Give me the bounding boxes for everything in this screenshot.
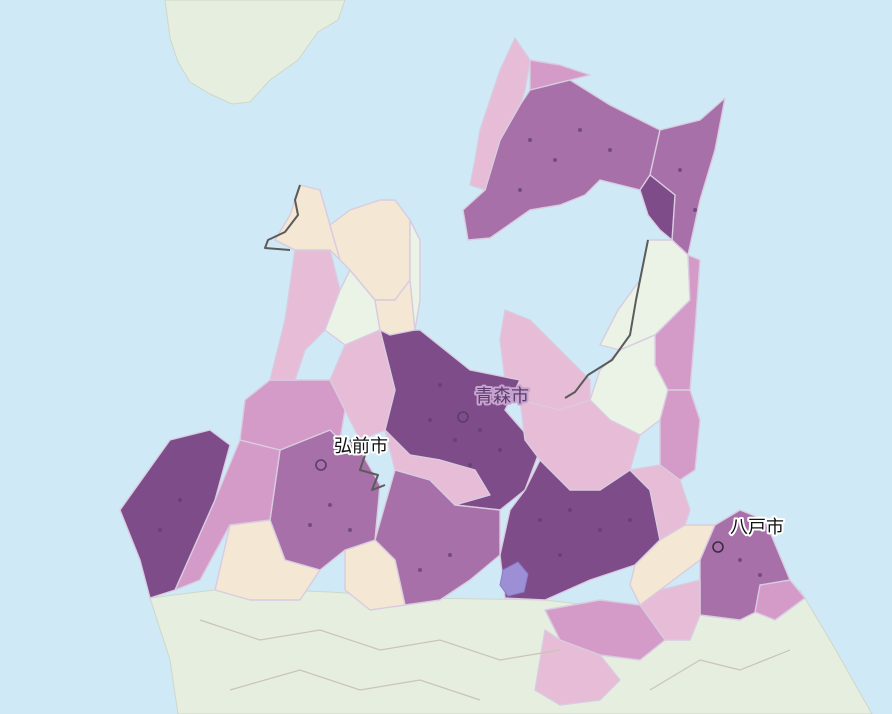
- data-point: [158, 528, 162, 532]
- muni-itayanagi[interactable]: [329, 329, 396, 441]
- data-point: [608, 148, 612, 152]
- muni-misawa[interactable]: [659, 389, 701, 481]
- data-point: [308, 523, 312, 527]
- data-point: [478, 428, 482, 432]
- muni-hashikami[interactable]: [754, 579, 806, 621]
- muni-shingo[interactable]: [534, 629, 621, 706]
- city-marker-circle: [457, 411, 469, 423]
- data-point: [348, 528, 352, 532]
- lake-towada: [499, 561, 529, 597]
- muni-kazamaura[interactable]: [529, 59, 591, 91]
- city-hirosaki[interactable]: 弘前市: [315, 434, 390, 471]
- city-hachinohe[interactable]: 八戸市: [712, 515, 786, 553]
- coastline-tsugaru: [264, 184, 301, 251]
- data-point: [568, 508, 572, 512]
- road: [649, 649, 791, 691]
- data-point: [558, 553, 562, 557]
- city-label-hachinohe: 八戸市: [730, 517, 784, 538]
- muni-fukaura[interactable]: [119, 429, 231, 599]
- data-point: [468, 463, 472, 467]
- data-point: [693, 208, 697, 212]
- data-point: [578, 128, 582, 132]
- city-marker-circle: [712, 541, 724, 553]
- data-point: [598, 528, 602, 532]
- data-point: [738, 558, 742, 562]
- data-point: [328, 503, 332, 507]
- data-points-layer: [158, 128, 762, 577]
- data-point: [758, 573, 762, 577]
- data-point: [498, 448, 502, 452]
- coastline-mutsu-bay: [564, 239, 649, 399]
- muni-kuroishi[interactable]: [384, 429, 491, 506]
- coastline-layer: [264, 184, 649, 491]
- city-aomori[interactable]: 青森市: [457, 384, 531, 423]
- muni-nishimeya[interactable]: [214, 519, 321, 601]
- hokkaido-landmass: [164, 0, 346, 105]
- road: [229, 669, 481, 701]
- data-point: [538, 518, 542, 522]
- data-point: [438, 383, 442, 387]
- muni-yomogita[interactable]: [409, 219, 421, 331]
- boundary-hirosaki: [349, 439, 386, 491]
- muni-nakadomari[interactable]: [274, 184, 341, 261]
- data-point: [518, 188, 522, 192]
- muni-oirase[interactable]: [629, 464, 691, 541]
- data-point: [453, 438, 457, 442]
- muni-noheji[interactable]: [589, 334, 669, 436]
- data-point: [418, 568, 422, 572]
- city-label-aomori: 青森市: [475, 386, 529, 407]
- city-label-hirosaki: 弘前市: [334, 436, 388, 457]
- data-point: [448, 553, 452, 557]
- data-point: [428, 418, 432, 422]
- data-point: [528, 138, 532, 142]
- muni-towada[interactable]: [499, 459, 661, 601]
- muni-oma[interactable]: [469, 37, 531, 191]
- data-point: [178, 498, 182, 502]
- roads-layer: [199, 619, 791, 701]
- road: [199, 619, 561, 661]
- city-marker-circle: [315, 459, 327, 471]
- data-point: [678, 168, 682, 172]
- muni-goshogawara[interactable]: [269, 249, 341, 381]
- data-point: [553, 158, 557, 162]
- data-point: [628, 518, 632, 522]
